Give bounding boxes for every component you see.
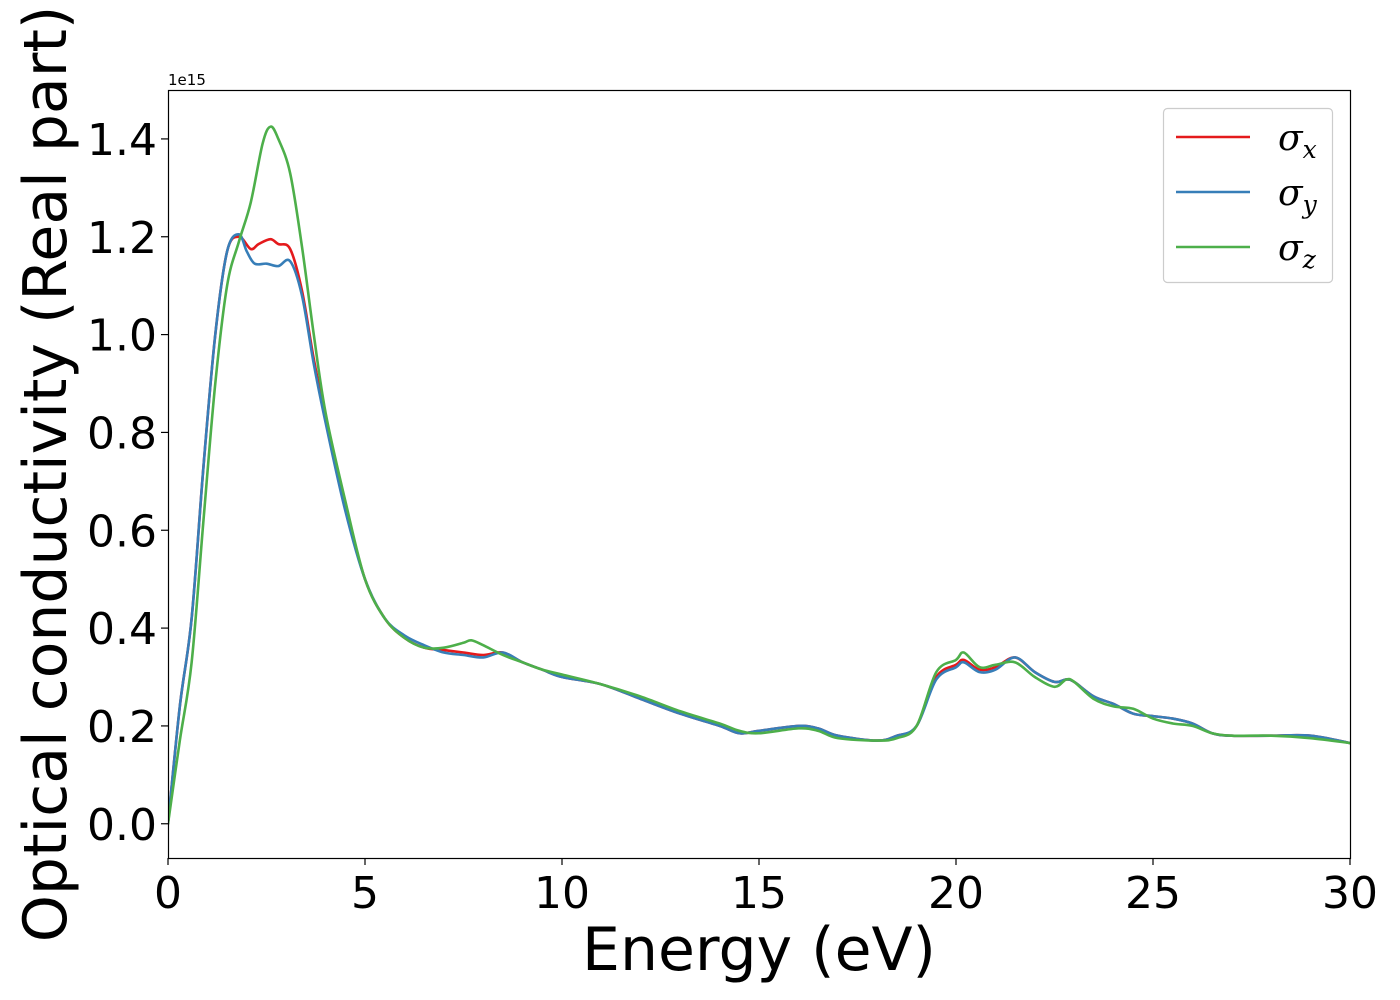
x-tick-label: 5	[351, 868, 379, 919]
x-tick-label: 15	[731, 868, 787, 919]
y-tick-label: 1.2	[87, 213, 157, 264]
legend-box	[1162, 107, 1334, 284]
y-tick-label: 1.0	[87, 311, 157, 362]
y-tick-label: 0.4	[87, 604, 157, 655]
y-tick-label: 0.0	[87, 800, 157, 851]
x-tick-label: 10	[534, 868, 590, 919]
x-tick-label: 25	[1125, 868, 1181, 919]
legend-entries: σx σy σz	[1176, 118, 1318, 274]
y-tick-label: 0.8	[87, 408, 157, 459]
ticks-layer: 0 5 10 15 20 25 30 0.0 0.2 0.4 0.6 0.8 1.0 1.2 1.4	[87, 115, 1378, 919]
y-tick-label: 0.2	[87, 702, 157, 753]
x-tick-label: 20	[928, 868, 984, 919]
x-tick-label: 0	[154, 868, 182, 919]
y-tick-label: 0.6	[87, 506, 157, 557]
legend-label-x: σx	[1278, 118, 1317, 164]
legend-label-y: σy	[1278, 173, 1318, 219]
y-tick-label: 1.4	[87, 115, 157, 166]
series-layer	[168, 125, 1350, 826]
y-offset-label: 1e15	[168, 71, 206, 89]
x-tick-label: 30	[1322, 868, 1378, 919]
y-axis-label: Optical conductivity (Real part)	[11, 6, 81, 943]
series-line-y	[168, 233, 1350, 826]
legend: σx σy σz	[1162, 107, 1334, 284]
legend-label-z: σz	[1278, 228, 1317, 274]
x-axis-label: Energy (eV)	[582, 915, 936, 985]
series-line-z	[168, 125, 1350, 826]
